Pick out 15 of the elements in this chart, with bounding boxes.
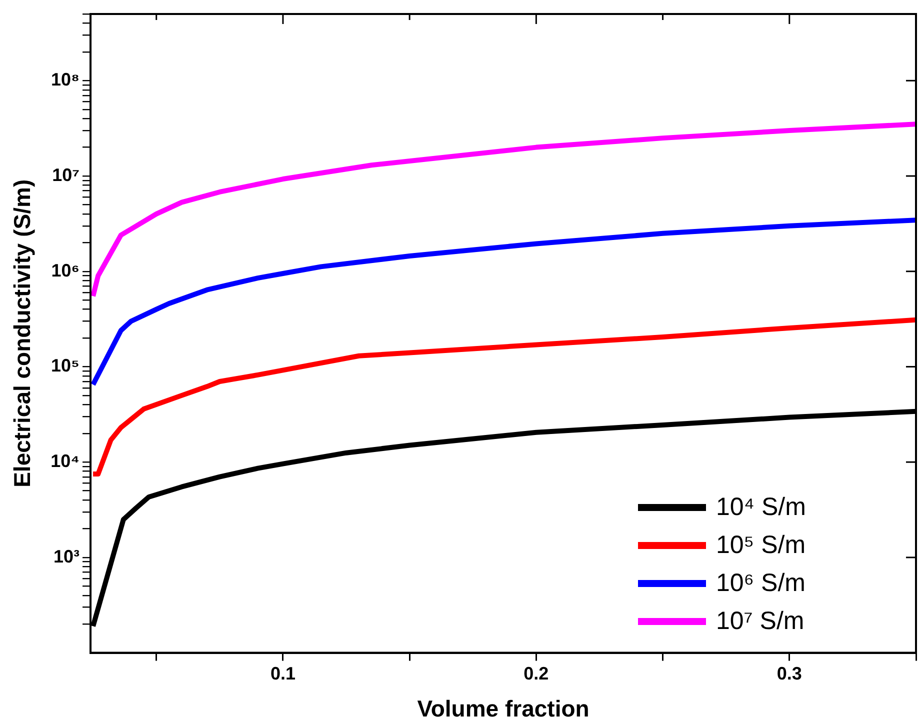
y-tick-label: 10⁷ bbox=[52, 164, 80, 185]
x-tick-label: 0.2 bbox=[524, 664, 549, 684]
x-axis-title: Volume fraction bbox=[417, 696, 590, 722]
y-tick-label: 10³ bbox=[54, 546, 80, 566]
y-axis-title: Electrical conductivity (S/m) bbox=[9, 179, 36, 488]
legend-label: 10⁴ S/m bbox=[716, 493, 806, 522]
legend-label: 10⁶ S/m bbox=[716, 569, 806, 598]
y-tick-label: 10⁸ bbox=[50, 70, 80, 90]
y-tick-label: 10⁴ bbox=[50, 451, 80, 472]
y-tick-label: 10⁵ bbox=[51, 356, 80, 376]
legend-label: 10⁵ S/m bbox=[716, 531, 806, 560]
y-tick-label: 10⁶ bbox=[51, 260, 80, 280]
x-tick-label: 0.1 bbox=[270, 664, 296, 684]
legend-label: 10⁷ S/m bbox=[716, 607, 804, 636]
x-tick-label: 0.3 bbox=[776, 664, 802, 684]
